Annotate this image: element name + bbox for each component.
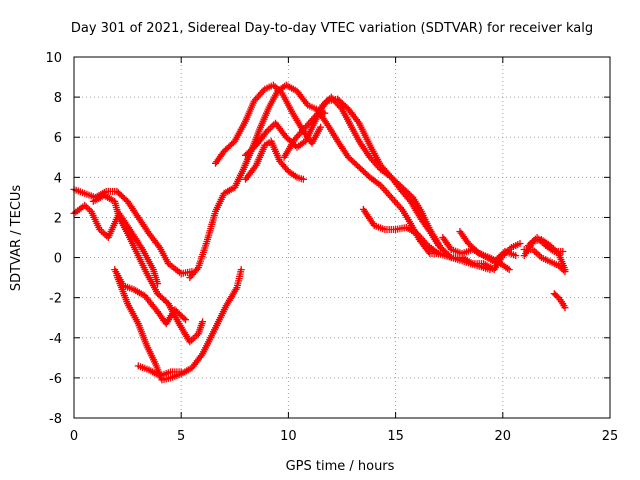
x-tick-label: 10 (280, 429, 297, 444)
marker-trace (242, 137, 307, 183)
marker-trace (456, 228, 513, 274)
series-arc-10 (242, 137, 307, 183)
marker-trace (314, 107, 442, 257)
y-tick-label: 4 (54, 171, 62, 186)
y-tick-label: 10 (45, 51, 62, 66)
marker-trace (520, 246, 569, 276)
y-tick-label: 2 (54, 211, 62, 226)
marker-trace (280, 95, 442, 249)
series-arc-9 (242, 93, 494, 274)
x-axis-label: GPS time / hours (286, 459, 395, 474)
series-arc-11 (280, 95, 442, 249)
y-tick-label: -8 (49, 412, 62, 427)
marker-trace (525, 234, 567, 255)
y-tick-label: 8 (54, 91, 62, 106)
x-tick-label: 0 (70, 429, 78, 444)
x-tick-label: 15 (387, 429, 404, 444)
y-tick-label: -6 (49, 372, 62, 387)
series-arc-15 (456, 228, 513, 274)
y-tick-label: 0 (54, 252, 62, 267)
series-arc-18 (525, 234, 567, 255)
marker-trace (212, 81, 325, 167)
y-tick-label: -2 (49, 292, 62, 307)
marker-trace (134, 362, 185, 380)
series-arc-8 (212, 81, 325, 167)
series-arc-6 (134, 362, 185, 380)
grid-lines (74, 57, 610, 418)
series-arc-19 (550, 290, 569, 312)
series-arc-7 (186, 81, 329, 282)
series-arc-17 (520, 246, 569, 276)
data-markers (70, 81, 569, 384)
x-tick-label: 25 (602, 429, 619, 444)
series-arc-3 (89, 191, 207, 346)
y-tick-label: -4 (49, 332, 62, 347)
x-tick-label: 5 (177, 429, 185, 444)
axis-ticks: 0 5 10 15 20 25 -8 -6 -4 -2 0 2 4 6 8 10 (45, 51, 618, 444)
x-tick-label: 20 (495, 429, 512, 444)
marker-trace (186, 81, 329, 282)
marker-trace (550, 290, 569, 312)
plot-frame (73, 56, 611, 419)
marker-trace (89, 191, 207, 346)
series-arc-12 (314, 107, 442, 257)
series-arc-5 (113, 266, 245, 384)
chart-title: Day 301 of 2021, Sidereal Day-to-day VTE… (71, 21, 593, 36)
y-axis-label: SDTVAR / TECUs (9, 185, 24, 292)
y-tick-label: 6 (54, 131, 62, 146)
marker-trace (113, 266, 245, 384)
marker-trace (242, 93, 494, 274)
